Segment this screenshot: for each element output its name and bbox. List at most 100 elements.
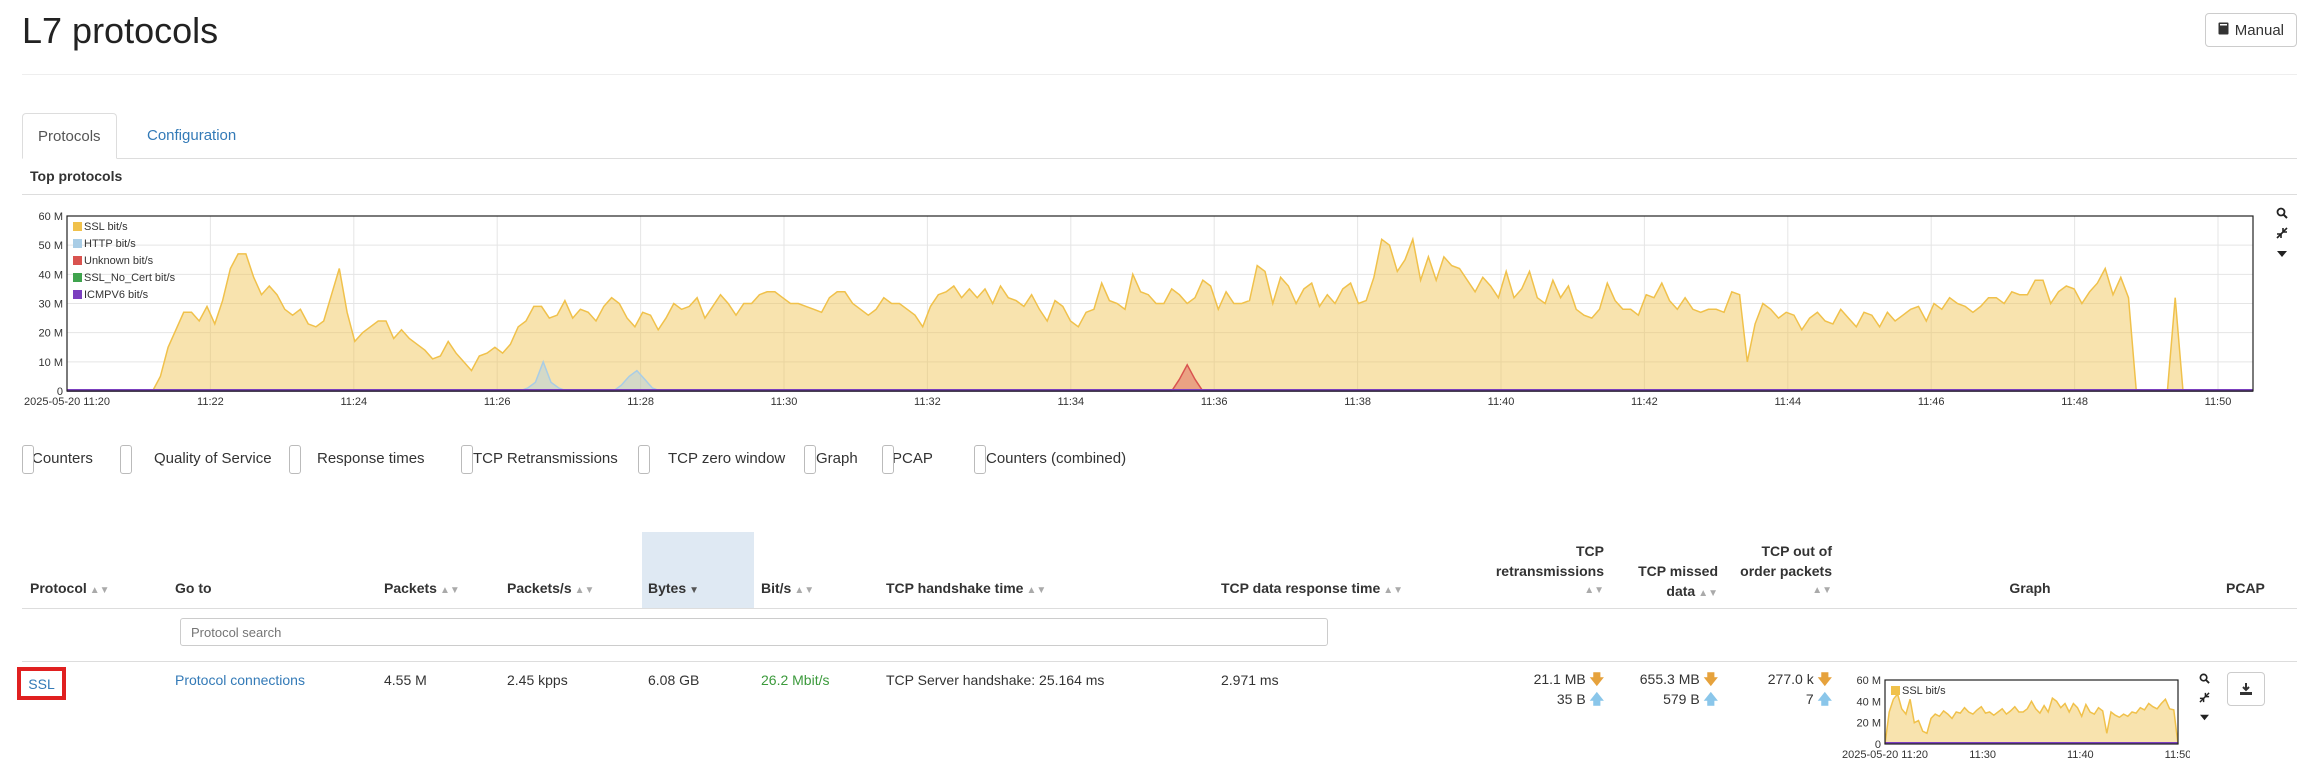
x-tick-label: 2025-05-20 11:20 <box>1842 749 1928 761</box>
y-tick-label: 30 M <box>39 299 63 311</box>
col-tcp-out-of-order[interactable]: TCP out of order packets ▲▼ <box>1740 543 1832 596</box>
manual-label: Manual <box>2234 21 2284 39</box>
compress-icon[interactable] <box>2270 226 2294 246</box>
x-tick-label: 11:30 <box>1969 749 1996 761</box>
x-tick-label: 11:32 <box>914 396 941 408</box>
toggle-quality-of-service[interactable]: Quality of Service <box>120 442 308 475</box>
cell-bytes: 6.08 GB <box>648 672 700 688</box>
toggle-graph[interactable]: Graph <box>804 442 878 475</box>
x-tick-label: 11:48 <box>2061 396 2088 408</box>
ssl-mini-chart[interactable]: 0 20 M 40 M 60 M 2025-05-20 11:20 11:30 11:40 1… <box>1840 676 2190 771</box>
col-packets-per-second[interactable]: Packets/s ▲▼ <box>507 580 595 596</box>
tab-protocols[interactable]: Protocols <box>22 113 117 159</box>
cell-packets: 4.55 M <box>384 672 427 688</box>
x-tick-label: 11:50 <box>2165 749 2190 761</box>
protocol-search-input[interactable] <box>180 618 1328 646</box>
y-tick-label: 40 M <box>39 269 63 281</box>
x-tick-label: 11:44 <box>1774 396 1801 408</box>
caret-down-icon[interactable] <box>2270 246 2294 266</box>
legend-label: HTTP bit/s <box>84 238 136 250</box>
toggle-knob <box>638 445 650 474</box>
cell-tcp-handshake-time: TCP Server handshake: 25.164 ms <box>886 672 1105 688</box>
toggle-knob <box>22 445 34 474</box>
toggle-counters-combined[interactable]: Counters (combined) <box>974 442 1146 475</box>
mini-chart-tools <box>2196 672 2212 729</box>
y-tick-label: 20 M <box>39 328 63 340</box>
x-tick-label: 11:22 <box>197 396 224 408</box>
col-packets[interactable]: Packets ▲▼ <box>384 580 460 596</box>
y-tick-label: 10 M <box>39 357 63 369</box>
col-bytes[interactable]: Bytes ▼ <box>648 580 700 596</box>
legend-label: SSL_No_Cert bit/s <box>84 272 176 284</box>
series-line <box>1884 692 2179 745</box>
toggle-knob <box>120 445 132 474</box>
plot-area <box>1885 680 2178 744</box>
col-protocol[interactable]: Protocol ▲▼ <box>30 580 110 596</box>
toggle-tcp-retransmissions[interactable]: TCP Retransmissions <box>461 442 631 475</box>
top-protocols-chart[interactable]: 0 10 M 20 M 30 M 40 M 50 M 60 M 2025-05-20 11:2… <box>0 205 2265 420</box>
col-goto: Go to <box>175 580 212 596</box>
arrow-down-icon: 🡇 <box>1589 671 1604 687</box>
compress-icon[interactable] <box>2196 691 2212 710</box>
download-icon <box>2240 683 2252 695</box>
x-tick-label: 11:40 <box>2067 749 2094 761</box>
pcap-download-button[interactable] <box>2227 672 2265 706</box>
cell-tcp-out-of-order: 277.0 k 🡇 7 🡅 <box>1767 671 1832 707</box>
x-tick-label: 11:30 <box>771 396 798 408</box>
zoom-icon[interactable] <box>2270 206 2294 226</box>
x-tick-label: 11:42 <box>1631 396 1658 408</box>
legend-swatch <box>73 256 82 265</box>
col-tcp-missed-data[interactable]: TCP missed data ▲▼ <box>1638 563 1718 599</box>
legend-label: SSL bit/s <box>1902 685 1946 697</box>
toggle-knob <box>289 445 301 474</box>
zoom-icon[interactable] <box>2196 672 2212 691</box>
col-tcp-retransmissions[interactable]: TCP retransmissions ▲▼ <box>1495 543 1604 596</box>
legend-swatch <box>1891 686 1900 695</box>
x-tick-label: 11:46 <box>1918 396 1945 408</box>
x-tick-label: 11:34 <box>1057 396 1084 408</box>
book-icon <box>2218 22 2229 39</box>
x-tick-label: 11:26 <box>484 396 511 408</box>
toggle-response-times[interactable]: Response times <box>289 442 461 475</box>
manual-button[interactable]: Manual <box>2204 13 2297 47</box>
tab-configuration[interactable]: Configuration <box>147 126 237 144</box>
page-title: L7 protocols <box>22 10 219 51</box>
arrow-up-icon: 🡅 <box>1817 691 1832 707</box>
series-area <box>67 239 2253 391</box>
col-tcp-handshake-time[interactable]: TCP handshake time ▲▼ <box>886 580 1047 596</box>
y-tick-label: 50 M <box>39 240 63 252</box>
toggle-knob <box>804 445 816 474</box>
y-tick-label: 0 <box>1875 739 1881 751</box>
toggle-tcp-zero-window[interactable]: TCP zero window <box>638 442 800 475</box>
y-tick-label: 40 M <box>1857 696 1881 708</box>
arrow-up-icon: 🡅 <box>1703 691 1718 707</box>
x-tick-label: 11:50 <box>2205 396 2232 408</box>
protocol-connections-link[interactable]: Protocol connections <box>175 672 305 688</box>
x-tick-label: 2025-05-20 11:20 <box>24 396 110 408</box>
arrow-down-icon: 🡇 <box>1817 671 1832 687</box>
caret-down-icon[interactable] <box>2196 710 2212 729</box>
legend-swatch <box>73 290 82 299</box>
table-header-divider <box>22 608 2297 609</box>
toggle-knob <box>882 445 894 474</box>
cell-tcp-retransmissions: 21.1 MB 🡇 35 B 🡅 <box>1533 671 1604 707</box>
plot-border <box>1884 679 2179 745</box>
x-tick-label: 11:40 <box>1488 396 1515 408</box>
col-tcp-data-response-time[interactable]: TCP data response time ▲▼ <box>1221 580 1404 596</box>
arrow-up-icon: 🡅 <box>1589 691 1604 707</box>
legend-swatch <box>73 273 82 282</box>
x-tick-label: 11:36 <box>1201 396 1228 408</box>
cell-bits-per-second: 26.2 Mbit/s <box>761 672 830 688</box>
toggle-counters[interactable]: Counters <box>22 442 116 475</box>
x-tick-label: 11:28 <box>627 396 654 408</box>
y-tick-label: 0 <box>57 386 63 398</box>
legend-label: SSL bit/s <box>84 221 128 233</box>
protocol-link-ssl[interactable]: SSL <box>17 667 66 700</box>
toggle-knob <box>461 445 473 474</box>
sorted-column-highlight <box>642 532 754 609</box>
series-area <box>1885 693 2178 744</box>
toggle-pcap[interactable]: PCAP <box>882 442 956 475</box>
col-bits-per-second[interactable]: Bit/s ▲▼ <box>761 580 815 596</box>
section-title: Top protocols <box>30 168 123 184</box>
